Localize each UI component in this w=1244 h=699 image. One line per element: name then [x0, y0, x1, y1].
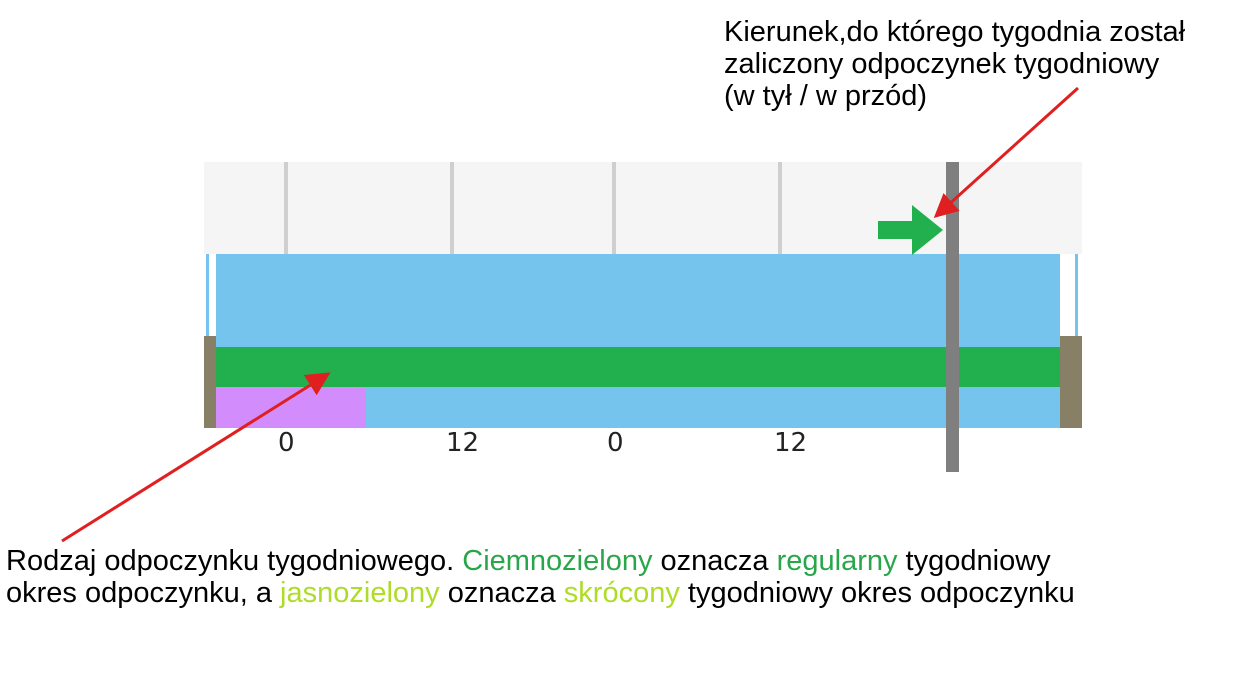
annotation-arrow-top [933, 86, 1080, 219]
annotation-text: Rodzaj odpoczynku tygodniowego. [6, 545, 463, 577]
hour-label: 0 [278, 428, 295, 458]
grid-line [450, 162, 454, 254]
timeline-left-edge [204, 336, 216, 428]
annotation-text: oznacza [652, 545, 777, 577]
grid-line [284, 162, 288, 254]
grid-line [778, 162, 782, 254]
hour-label: 0 [607, 428, 624, 458]
right-arrow-icon [878, 205, 943, 255]
hour-label: 12 [774, 428, 808, 458]
shortened-term: skrócony [563, 577, 680, 609]
timeline-right-edge [1060, 336, 1082, 428]
rest-type-annotation: Rodzaj odpoczynku tygodniowego. Ciemnozi… [6, 545, 1075, 609]
purple-activity-segment [216, 387, 366, 428]
grid-line [612, 162, 616, 254]
annotation-arrow-bottom [61, 372, 331, 543]
dark-green-term: Ciemnozielony [462, 545, 653, 577]
activity-bar-end-thin [1075, 254, 1078, 348]
activity-bar-start-thin [206, 254, 209, 348]
annotation-text: okres odpoczynku, a [6, 577, 281, 609]
annotation-text: oznacza [439, 577, 564, 609]
week-boundary-line [946, 162, 959, 472]
hour-label: 12 [446, 428, 480, 458]
annotation-text: tygodniowy okres odpoczynku [679, 577, 1075, 609]
weekly-rest-bar [216, 347, 1060, 387]
annotation-line: Rodzaj odpoczynku tygodniowego. Ciemnozi… [6, 545, 1075, 577]
direction-annotation: Kierunek,do którego tygodnia został zali… [724, 16, 1185, 112]
regular-term: regularny [776, 545, 898, 577]
annotation-line: okres odpoczynku, a jasnozielony oznacza… [6, 577, 1075, 609]
annotation-line: Kierunek,do którego tygodnia został [724, 16, 1186, 48]
light-green-term: jasnozielony [280, 577, 440, 609]
annotation-line: zaliczony odpoczynek tygodniowy [724, 48, 1160, 80]
annotation-line: (w tył / w przód) [724, 80, 928, 112]
annotation-text: tygodniowy [897, 545, 1051, 577]
